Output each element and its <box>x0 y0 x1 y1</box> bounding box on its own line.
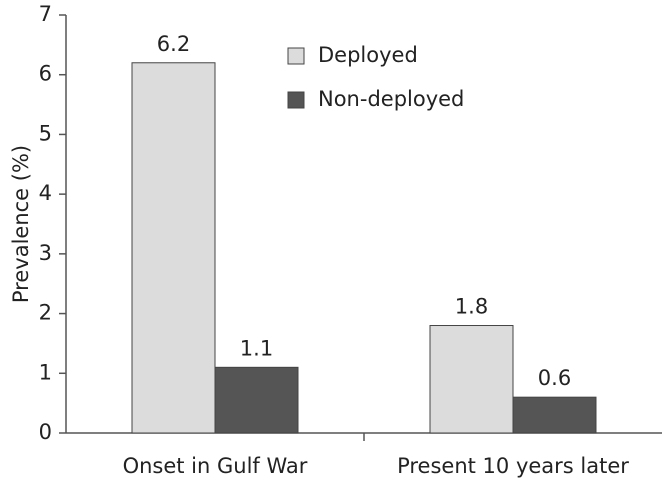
bar <box>214 366 299 434</box>
legend-label: Non-deployed <box>318 87 464 111</box>
y-tick-label: 3 <box>39 241 52 265</box>
legend-swatch <box>287 91 305 109</box>
data-label: 0.6 <box>538 366 571 390</box>
y-axis-label: Prevalence (%) <box>9 145 33 303</box>
y-tick-label: 0 <box>39 420 52 444</box>
y-tick-label: 2 <box>39 301 52 325</box>
y-tick-label: 6 <box>39 62 52 86</box>
legend-swatch <box>287 47 305 65</box>
x-tick-label: Present 10 years later <box>397 454 629 478</box>
y-tick-label: 4 <box>39 181 52 205</box>
bar <box>512 396 597 434</box>
bar <box>429 325 514 434</box>
x-tick-label: Onset in Gulf War <box>123 454 308 478</box>
data-label: 6.2 <box>157 32 190 56</box>
data-label: 1.1 <box>240 336 273 360</box>
data-label: 1.8 <box>455 295 488 319</box>
y-tick-label: 5 <box>39 121 52 145</box>
bar <box>131 62 216 434</box>
y-tick-label: 1 <box>39 360 52 384</box>
legend-label: Deployed <box>318 43 418 67</box>
y-tick-label: 7 <box>39 2 52 26</box>
